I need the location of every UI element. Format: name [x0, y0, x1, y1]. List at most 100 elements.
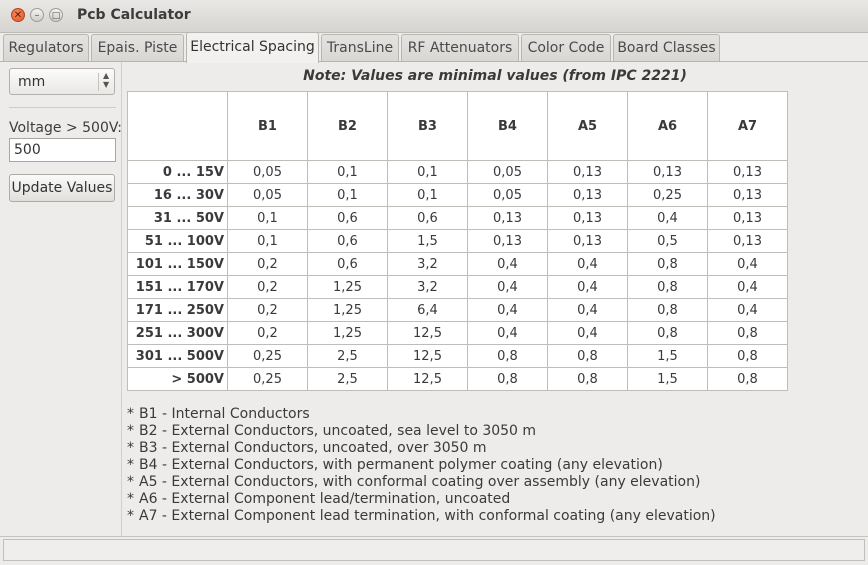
tab-electrical-spacing[interactable]: Electrical Spacing [186, 32, 319, 63]
table-cell: 0,6 [307, 206, 388, 230]
status-bar [3, 539, 865, 561]
table-row: 51 ... 100V 0,1 0,6 1,5 0,13 0,13 0,5 0,13 [127, 229, 788, 253]
tab-epais-piste[interactable]: Epais. Piste [91, 34, 184, 61]
table-cell: 0,4 [467, 298, 548, 322]
table-row: 251 ... 300V 0,2 1,25 12,5 0,4 0,4 0,8 0,8 [127, 321, 788, 345]
table-cell: 0,6 [387, 206, 468, 230]
table-cell: 0,8 [467, 367, 548, 391]
table-cell: 0,1 [227, 229, 308, 253]
table-cell: 0,13 [707, 206, 788, 230]
legend-text: A5 - External Conductors, with conformal… [139, 474, 701, 490]
bullet-star-icon: * [127, 440, 134, 456]
column-header: A6 [627, 91, 708, 161]
column-header: A7 [707, 91, 788, 161]
table-cell: 6,4 [387, 298, 468, 322]
table-cell: 0,25 [227, 367, 308, 391]
table-cell: 0,4 [467, 321, 548, 345]
row-header: 51 ... 100V [127, 229, 228, 253]
column-header: B1 [227, 91, 308, 161]
table-cell: 0,05 [227, 183, 308, 207]
table-cell: 0,13 [547, 229, 628, 253]
table-cell: 0,13 [547, 160, 628, 184]
sidebar-separator [9, 107, 116, 108]
tab-regulators[interactable]: Regulators [3, 34, 89, 61]
table-cell: 0,8 [467, 344, 548, 368]
table-cell: 0,13 [707, 229, 788, 253]
row-header: > 500V [127, 367, 228, 391]
tab-color-code[interactable]: Color Code [521, 34, 611, 61]
table-cell: 0,13 [467, 206, 548, 230]
table-cell: 12,5 [387, 367, 468, 391]
table-cell: 0,6 [307, 252, 388, 276]
table-cell: 0,2 [227, 298, 308, 322]
table-cell: 1,5 [387, 229, 468, 253]
table-cell: 0,05 [227, 160, 308, 184]
table-row: 31 ... 50V 0,1 0,6 0,6 0,13 0,13 0,4 0,13 [127, 206, 788, 230]
spacing-table: B1 B2 B3 B4 A5 A6 A7 0 ... 15V 0,05 0,1 0,1… [127, 91, 788, 391]
table-row: 101 ... 150V 0,2 0,6 3,2 0,4 0,4 0,8 0,4 [127, 252, 788, 276]
row-header: 251 ... 300V [127, 321, 228, 345]
row-header: 31 ... 50V [127, 206, 228, 230]
legend-text: A7 - External Component lead termination… [139, 508, 716, 524]
table-cell: 0,4 [467, 275, 548, 299]
tab-rf-attenuators[interactable]: RF Attenuators [401, 34, 519, 61]
row-header: 171 ... 250V [127, 298, 228, 322]
row-header: 301 ... 500V [127, 344, 228, 368]
table-cell: 0,13 [707, 183, 788, 207]
legend-text: B1 - Internal Conductors [139, 406, 310, 422]
table-cell: 0,05 [467, 160, 548, 184]
table-cell: 0,13 [467, 229, 548, 253]
table-cell: 0,4 [547, 298, 628, 322]
unit-select-separator [98, 73, 99, 91]
table-cell: 1,25 [307, 298, 388, 322]
maximize-icon[interactable]: □ [49, 8, 63, 22]
tab-board-classes[interactable]: Board Classes [613, 34, 720, 61]
table-cell: 0,2 [227, 321, 308, 345]
table-cell: 0,4 [707, 275, 788, 299]
table-cell: 0,8 [547, 344, 628, 368]
legend-item: * B1 - Internal Conductors [127, 406, 716, 423]
column-header: A5 [547, 91, 628, 161]
table-cell: 12,5 [387, 321, 468, 345]
table-cell: 3,2 [387, 252, 468, 276]
table-row: > 500V 0,25 2,5 12,5 0,8 0,8 1,5 0,8 [127, 367, 788, 391]
table-cell: 0,2 [227, 252, 308, 276]
legend-item: * B2 - External Conductors, uncoated, sea… [127, 423, 716, 440]
minimize-icon[interactable]: – [30, 8, 44, 22]
tab-divider [0, 61, 868, 62]
table-cell: 0,13 [547, 183, 628, 207]
table-cell: 12,5 [387, 344, 468, 368]
close-icon[interactable]: ✕ [11, 8, 25, 22]
table-cell: 1,5 [627, 344, 708, 368]
bottom-divider [0, 536, 868, 537]
row-header: 16 ... 30V [127, 183, 228, 207]
table-cell: 0,8 [707, 344, 788, 368]
legend-item: * A6 - External Component lead/terminatio… [127, 491, 716, 508]
bullet-star-icon: * [127, 508, 134, 524]
row-header: 101 ... 150V [127, 252, 228, 276]
table-cell: 1,25 [307, 321, 388, 345]
table-header-row: B1 B2 B3 B4 A5 A6 A7 [127, 91, 788, 161]
legend-text: B3 - External Conductors, uncoated, over… [139, 440, 487, 456]
legend-text: B2 - External Conductors, uncoated, sea … [139, 423, 537, 439]
table-cell: 0,1 [307, 183, 388, 207]
table-cell: 0,13 [627, 160, 708, 184]
table-cell: 0,8 [707, 367, 788, 391]
table-cell: 0,8 [627, 298, 708, 322]
unit-select[interactable]: mm ▲ ▼ [9, 68, 115, 95]
table-cell: 2,5 [307, 367, 388, 391]
column-header: B2 [307, 91, 388, 161]
bullet-star-icon: * [127, 457, 134, 473]
spin-arrows-icon: ▲ ▼ [103, 71, 110, 89]
voltage-input[interactable] [9, 138, 116, 162]
row-header: 0 ... 15V [127, 160, 228, 184]
table-cell: 0,13 [547, 206, 628, 230]
tab-transline[interactable]: TransLine [321, 34, 399, 61]
update-values-button[interactable]: Update Values [9, 174, 115, 202]
bullet-star-icon: * [127, 423, 134, 439]
legend-item: * A7 - External Component lead terminatio… [127, 508, 716, 525]
table-cell: 0,4 [707, 298, 788, 322]
legend-item: * A5 - External Conductors, with conforma… [127, 474, 716, 491]
note-text: Note: Values are minimal values (from IP… [303, 68, 687, 84]
table-row: 151 ... 170V 0,2 1,25 3,2 0,4 0,4 0,8 0,4 [127, 275, 788, 299]
